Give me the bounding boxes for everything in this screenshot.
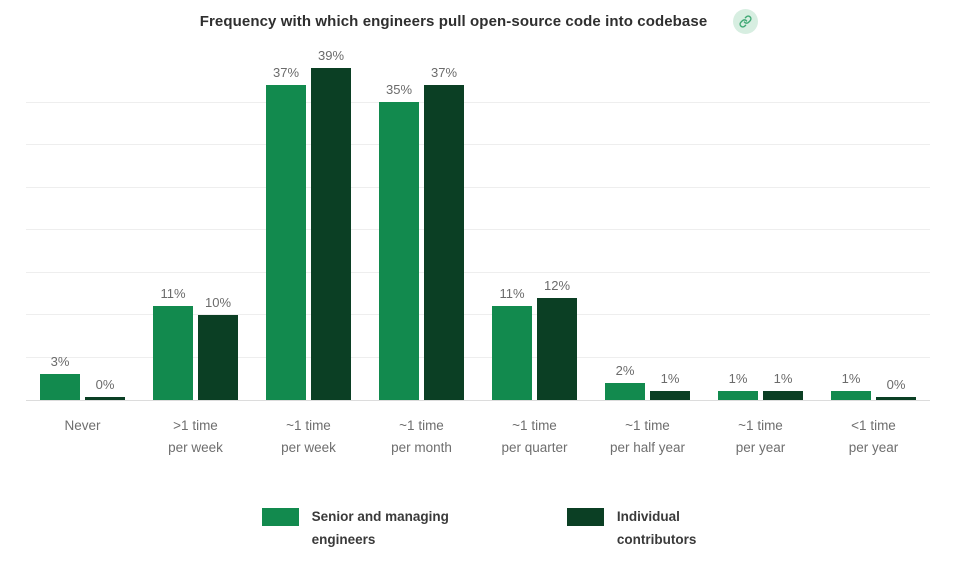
gridline xyxy=(26,101,930,103)
bar-column: 35% xyxy=(379,42,419,400)
bar-group: 1% 0% xyxy=(817,42,930,400)
value-label: 10% xyxy=(204,295,232,310)
value-label: 35% xyxy=(385,82,413,97)
bar-column: 39% xyxy=(311,42,351,400)
bar-column: 1% xyxy=(831,42,871,400)
bar-senior xyxy=(153,306,193,400)
legend-label: Senior and managing engineers xyxy=(311,509,449,547)
value-label: 2% xyxy=(615,363,635,378)
bar-column: 2% xyxy=(605,42,645,400)
value-label: 3% xyxy=(50,354,70,369)
bar-column: 11% xyxy=(492,42,532,400)
bar-group: 3% 0% xyxy=(26,42,139,400)
x-axis-label: Never xyxy=(64,418,101,433)
bar-senior xyxy=(266,85,306,400)
gridline xyxy=(26,144,930,145)
bar-individual xyxy=(85,397,125,400)
legend-label: Individual contributors xyxy=(616,509,697,547)
bar-individual xyxy=(537,298,577,400)
value-label: 1% xyxy=(841,371,861,386)
bar-senior xyxy=(40,374,80,400)
x-axis-label: >1 time per week xyxy=(168,418,223,455)
x-axis-label: ~1 time per month xyxy=(391,418,452,455)
link-button[interactable] xyxy=(733,9,759,34)
bar-individual xyxy=(311,68,351,400)
bar-column: 1% xyxy=(763,42,803,400)
bar-senior xyxy=(718,391,758,400)
bar-individual xyxy=(876,397,916,400)
bar-column: 3% xyxy=(40,42,80,400)
bar-column: 10% xyxy=(198,42,238,400)
value-label: 11% xyxy=(499,286,525,301)
x-axis-label: ~1 time per quarter xyxy=(501,418,568,455)
bar-column: 37% xyxy=(424,42,464,400)
bar-group: 37% 39% xyxy=(252,42,365,400)
x-axis-label: ~1 time per week xyxy=(281,418,336,455)
bar-group: 11% 10% xyxy=(139,42,252,400)
bar-column: 11% xyxy=(153,42,193,400)
bar-group: 1% 1% xyxy=(704,42,817,400)
chart-header: Frequency with which engineers pull open… xyxy=(0,0,958,34)
bar-group: 35% 37% xyxy=(365,42,478,400)
value-label: 0% xyxy=(95,377,115,392)
gridline xyxy=(26,186,930,188)
value-label: 39% xyxy=(317,48,345,63)
plot-area: 3% 0% 11% 10% 37% 39% 35% 37% 11% 12% 2% 1% 1% 1% 1% 0% xyxy=(26,42,930,401)
bar-column: 0% xyxy=(876,42,916,400)
x-axis-labels: Never >1 time per week ~1 time per week ~1 ti… xyxy=(26,401,930,459)
gridline xyxy=(26,314,930,315)
bar-column: 1% xyxy=(650,42,690,400)
chart-title: Frequency with which engineers pull open… xyxy=(199,13,708,30)
link-icon xyxy=(739,15,752,28)
value-label: 1% xyxy=(660,371,680,386)
value-label: 12% xyxy=(543,278,571,293)
value-label: 1% xyxy=(773,371,793,386)
bar-individual xyxy=(763,391,803,400)
gridline xyxy=(26,356,930,358)
bar-column: 12% xyxy=(537,42,577,400)
x-axis-label: <1 time per year xyxy=(848,418,899,455)
bar-group: 2% 1% xyxy=(591,42,704,400)
legend: Senior and managing engineers Individual co… xyxy=(0,505,958,551)
bar-individual xyxy=(424,85,464,400)
legend-swatch xyxy=(261,508,299,526)
bar-column: 0% xyxy=(85,42,125,400)
bar-column: 37% xyxy=(266,42,306,400)
bar-senior xyxy=(605,383,645,400)
bar-senior xyxy=(492,306,532,400)
value-label: 37% xyxy=(430,65,458,80)
x-axis-label: ~1 time per year xyxy=(735,418,786,455)
legend-item-individual: Individual contributors xyxy=(566,505,697,551)
value-label: 37% xyxy=(272,65,300,80)
gridline xyxy=(26,271,930,273)
bar-column: 1% xyxy=(718,42,758,400)
x-axis-label: ~1 time per half year xyxy=(609,418,686,455)
value-label: 0% xyxy=(886,377,906,392)
value-label: 1% xyxy=(728,371,748,386)
bar-senior xyxy=(379,102,419,400)
bar-individual xyxy=(198,315,238,400)
bar-group: 11% 12% xyxy=(478,42,591,400)
legend-item-senior: Senior and managing engineers xyxy=(261,505,449,551)
legend-swatch xyxy=(566,508,604,526)
bar-individual xyxy=(650,391,690,400)
value-label: 11% xyxy=(160,286,186,301)
bar-senior xyxy=(831,391,871,400)
gridline xyxy=(26,229,930,230)
